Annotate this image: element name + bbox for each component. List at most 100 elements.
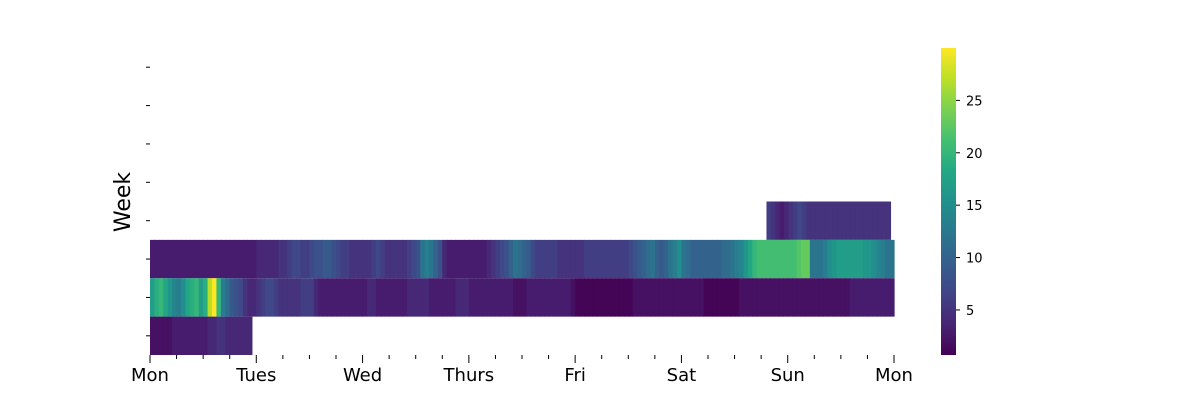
heatmap-cell <box>216 278 222 317</box>
heatmap-cell <box>796 239 802 279</box>
heatmap-cell <box>158 316 164 356</box>
heatmap-cell <box>703 278 709 317</box>
heatmap-cell <box>739 278 745 317</box>
heatmap-cell <box>557 278 563 317</box>
heatmap-cell <box>508 239 514 279</box>
heatmap-cell <box>840 278 846 317</box>
heatmap-cell <box>858 239 864 279</box>
heatmap-cell <box>362 278 368 317</box>
heatmap-cell <box>810 201 816 240</box>
heatmap-cell <box>646 278 652 317</box>
heatmap-cell <box>380 278 386 317</box>
heatmap-cell <box>628 278 634 317</box>
heatmap-cell <box>623 278 629 317</box>
heatmap-cell <box>725 278 731 317</box>
heatmap-cell <box>818 278 824 317</box>
heatmap-cell <box>792 278 798 317</box>
heatmap-cell <box>358 278 364 317</box>
heatmap-cell <box>579 239 585 279</box>
heatmap-cell <box>375 239 381 279</box>
y-axis-ticks <box>146 66 150 337</box>
heatmap-cell <box>446 278 452 317</box>
heatmap-cell <box>814 278 820 317</box>
heatmap-cell <box>274 239 280 279</box>
heatmap-cell <box>322 278 328 317</box>
heatmap-cell <box>247 316 253 356</box>
x-tick-label: Sun <box>771 365 805 386</box>
heatmap-cell <box>668 278 674 317</box>
heatmap-cell <box>358 239 364 279</box>
heatmap-cell <box>708 239 714 279</box>
heatmap-cell <box>504 278 510 317</box>
heatmap-cell <box>313 239 319 279</box>
heatmap-cell <box>517 239 523 279</box>
heatmap-cell <box>783 278 789 317</box>
heatmap-cell <box>251 239 257 279</box>
heatmap-cell <box>610 239 616 279</box>
heatmap-cell <box>548 278 554 317</box>
heatmap-cell <box>849 278 855 317</box>
heatmap-cell <box>809 278 815 317</box>
heatmap-cell <box>238 239 244 279</box>
heatmap-cell <box>402 239 408 279</box>
heatmap-cell <box>309 239 315 279</box>
heatmap-cell <box>468 239 474 279</box>
heatmap-cell <box>548 239 554 279</box>
heatmap-cell <box>384 239 390 279</box>
heatmap-cell <box>185 278 191 317</box>
heatmap-cell <box>650 239 656 279</box>
heatmap-cell <box>566 239 572 279</box>
heatmap-cell <box>526 278 532 317</box>
heatmap-cell <box>260 278 266 317</box>
heatmap-cell <box>181 239 187 279</box>
heatmap-cell <box>172 278 178 317</box>
heatmap-cell <box>220 316 226 356</box>
heatmap-cell <box>530 239 536 279</box>
x-axis-tick-labels: Mon Tues Wed Thurs Fri Sat Sun Mon <box>131 365 913 386</box>
heatmap-cell <box>801 201 807 240</box>
heatmap-cell <box>327 239 333 279</box>
heatmap-cell <box>730 278 736 317</box>
heatmap-cell <box>296 239 302 279</box>
heatmap-cell <box>349 239 355 279</box>
heatmap-cell <box>539 239 545 279</box>
heatmap-cell <box>854 278 860 317</box>
heatmap-cell <box>863 201 869 240</box>
heatmap-cell <box>176 239 182 279</box>
heatmap-cell <box>154 239 160 279</box>
heatmap-cell <box>411 278 417 317</box>
heatmap-cell <box>597 239 603 279</box>
heatmap-cell <box>491 278 497 317</box>
heatmap-cell <box>615 239 621 279</box>
heatmap-cell <box>287 278 293 317</box>
heatmap-cell <box>234 316 240 356</box>
heatmap-cell <box>486 278 492 317</box>
heatmap-cell <box>641 239 647 279</box>
heatmap-cell <box>367 278 373 317</box>
heatmap-cell <box>756 278 762 317</box>
heatmap-cell <box>194 278 200 317</box>
heatmap-cell <box>415 239 421 279</box>
heatmap-cell <box>859 201 865 240</box>
heatmap-cell <box>384 278 390 317</box>
heatmap-cell <box>508 278 514 317</box>
colorbar-ticks: 5 10 15 20 25 <box>956 94 983 319</box>
heatmap-cell <box>747 239 753 279</box>
heatmap-cell <box>885 239 891 279</box>
heatmap-cell <box>730 239 736 279</box>
heatmap-cell <box>778 239 784 279</box>
heatmap-cell <box>251 278 257 317</box>
heatmap-cell <box>672 239 678 279</box>
heatmap-cell <box>539 278 545 317</box>
heatmap-cell <box>473 278 479 317</box>
x-tick-label: Wed <box>343 365 382 386</box>
heatmap-cell <box>322 239 328 279</box>
heatmap-cell <box>291 278 297 317</box>
heatmap-cell <box>739 239 745 279</box>
heatmap-cell <box>770 201 776 240</box>
heatmap-cell <box>189 239 195 279</box>
heatmap-cell <box>619 278 625 317</box>
heatmap-cell <box>158 278 164 317</box>
heatmap-cell <box>654 239 660 279</box>
heatmap-cell <box>837 201 843 240</box>
